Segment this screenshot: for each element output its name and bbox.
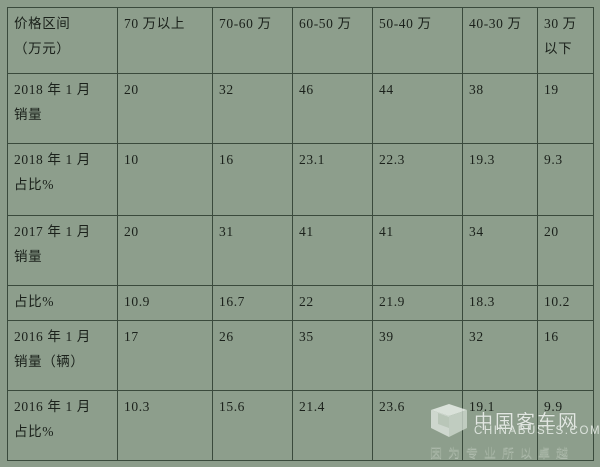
cell-value: 32: [212, 73, 293, 144]
cell-value: 21.4: [292, 390, 373, 461]
table-row: 2017 年 1 月 销量 20 31 41 41 34 20: [7, 215, 594, 286]
row-label-line-1: 2016 年 1 月: [14, 329, 91, 344]
cell-value: 38: [462, 73, 538, 144]
row-label-2018-sales: 2018 年 1 月 销量: [7, 73, 118, 144]
price-range-sales-table: 价格区间 （万元） 70 万以上 70-60 万 60-50 万 50-40 万: [7, 7, 594, 461]
row-label-line-1: 占比%: [14, 294, 55, 309]
cell-value: 46: [292, 73, 373, 144]
header-cell-above-70: 70 万以上: [117, 7, 213, 74]
row-label-line-1: 2018 年 1 月: [14, 82, 91, 97]
price-range-table-container: 价格区间 （万元） 70 万以上 70-60 万 60-50 万 50-40 万: [7, 7, 594, 461]
row-label-line-2: 销量: [14, 248, 43, 264]
header-line-1: 价格区间: [14, 16, 71, 31]
table-row: 2016 年 1 月 占比% 10.3 15.6 21.4 23.6 19.1 …: [7, 390, 594, 461]
header-line-1: 70 万以上: [124, 16, 185, 31]
cell-value: 41: [372, 215, 463, 286]
cell-value: 44: [372, 73, 463, 144]
row-label-line-1: 2018 年 1 月: [14, 152, 91, 167]
cell-value: 23.6: [372, 390, 463, 461]
table-row: 2016 年 1 月 销量（辆） 17 26 35 39 32 16: [7, 320, 594, 391]
cell-value: 22.3: [372, 143, 463, 216]
header-cell-50-40: 50-40 万: [372, 7, 463, 74]
header-cell-40-30: 40-30 万: [462, 7, 538, 74]
cell-value: 18.3: [462, 285, 538, 321]
cell-value: 19.3: [462, 143, 538, 216]
header-cell-price-range: 价格区间 （万元）: [7, 7, 118, 74]
cell-value: 19.1: [462, 390, 538, 461]
header-line-1: 50-40 万: [379, 16, 432, 31]
cell-value: 26: [212, 320, 293, 391]
header-cell-below-30: 30 万 以下: [537, 7, 594, 74]
header-line-1: 30 万: [544, 16, 577, 31]
header-line-2: 以下: [544, 40, 573, 56]
cell-value: 23.1: [292, 143, 373, 216]
cell-value: 17: [117, 320, 213, 391]
header-cell-60-50: 60-50 万: [292, 7, 373, 74]
cell-value: 9.3: [537, 143, 594, 216]
header-line-1: 60-50 万: [299, 16, 352, 31]
cell-value: 32: [462, 320, 538, 391]
cell-value: 15.6: [212, 390, 293, 461]
table-row: 2018 年 1 月 占比% 10 16 23.1 22.3 19.3 9.3: [7, 143, 594, 216]
cell-value: 16: [212, 143, 293, 216]
header-line-1: 40-30 万: [469, 16, 522, 31]
cell-value: 10: [117, 143, 213, 216]
cell-value: 34: [462, 215, 538, 286]
cell-value: 16: [537, 320, 594, 391]
row-label-2016-share: 2016 年 1 月 占比%: [7, 390, 118, 461]
cell-value: 10.3: [117, 390, 213, 461]
table-row: 占比% 10.9 16.7 22 21.9 18.3 10.2: [7, 285, 594, 321]
row-label-line-1: 2017 年 1 月: [14, 224, 91, 239]
cell-value: 19: [537, 73, 594, 144]
cell-value: 41: [292, 215, 373, 286]
row-label-line-1: 2016 年 1 月: [14, 399, 91, 414]
cell-value: 10.9: [117, 285, 213, 321]
row-label-2017-share: 占比%: [7, 285, 118, 321]
cell-value: 10.2: [537, 285, 594, 321]
cell-value: 9.9: [537, 390, 594, 461]
cell-value: 22: [292, 285, 373, 321]
cell-value: 16.7: [212, 285, 293, 321]
row-label-line-2: 占比%: [14, 176, 55, 192]
cell-value: 31: [212, 215, 293, 286]
row-label-line-2: 占比%: [14, 423, 55, 439]
row-label-line-2: 销量: [14, 106, 43, 122]
row-label-2016-sales: 2016 年 1 月 销量（辆）: [7, 320, 118, 391]
row-label-line-2: 销量（辆）: [14, 353, 85, 369]
cell-value: 39: [372, 320, 463, 391]
cell-value: 21.9: [372, 285, 463, 321]
row-label-2017-sales: 2017 年 1 月 销量: [7, 215, 118, 286]
cell-value: 20: [117, 73, 213, 144]
table-row: 2018 年 1 月 销量 20 32 46 44 38 19: [7, 73, 594, 144]
cell-value: 20: [537, 215, 594, 286]
row-label-2018-share: 2018 年 1 月 占比%: [7, 143, 118, 216]
header-cell-70-60: 70-60 万: [212, 7, 293, 74]
cell-value: 20: [117, 215, 213, 286]
header-line-2: （万元）: [14, 40, 71, 56]
cell-value: 35: [292, 320, 373, 391]
table-header-row: 价格区间 （万元） 70 万以上 70-60 万 60-50 万 50-40 万: [7, 7, 594, 74]
header-line-1: 70-60 万: [219, 16, 272, 31]
